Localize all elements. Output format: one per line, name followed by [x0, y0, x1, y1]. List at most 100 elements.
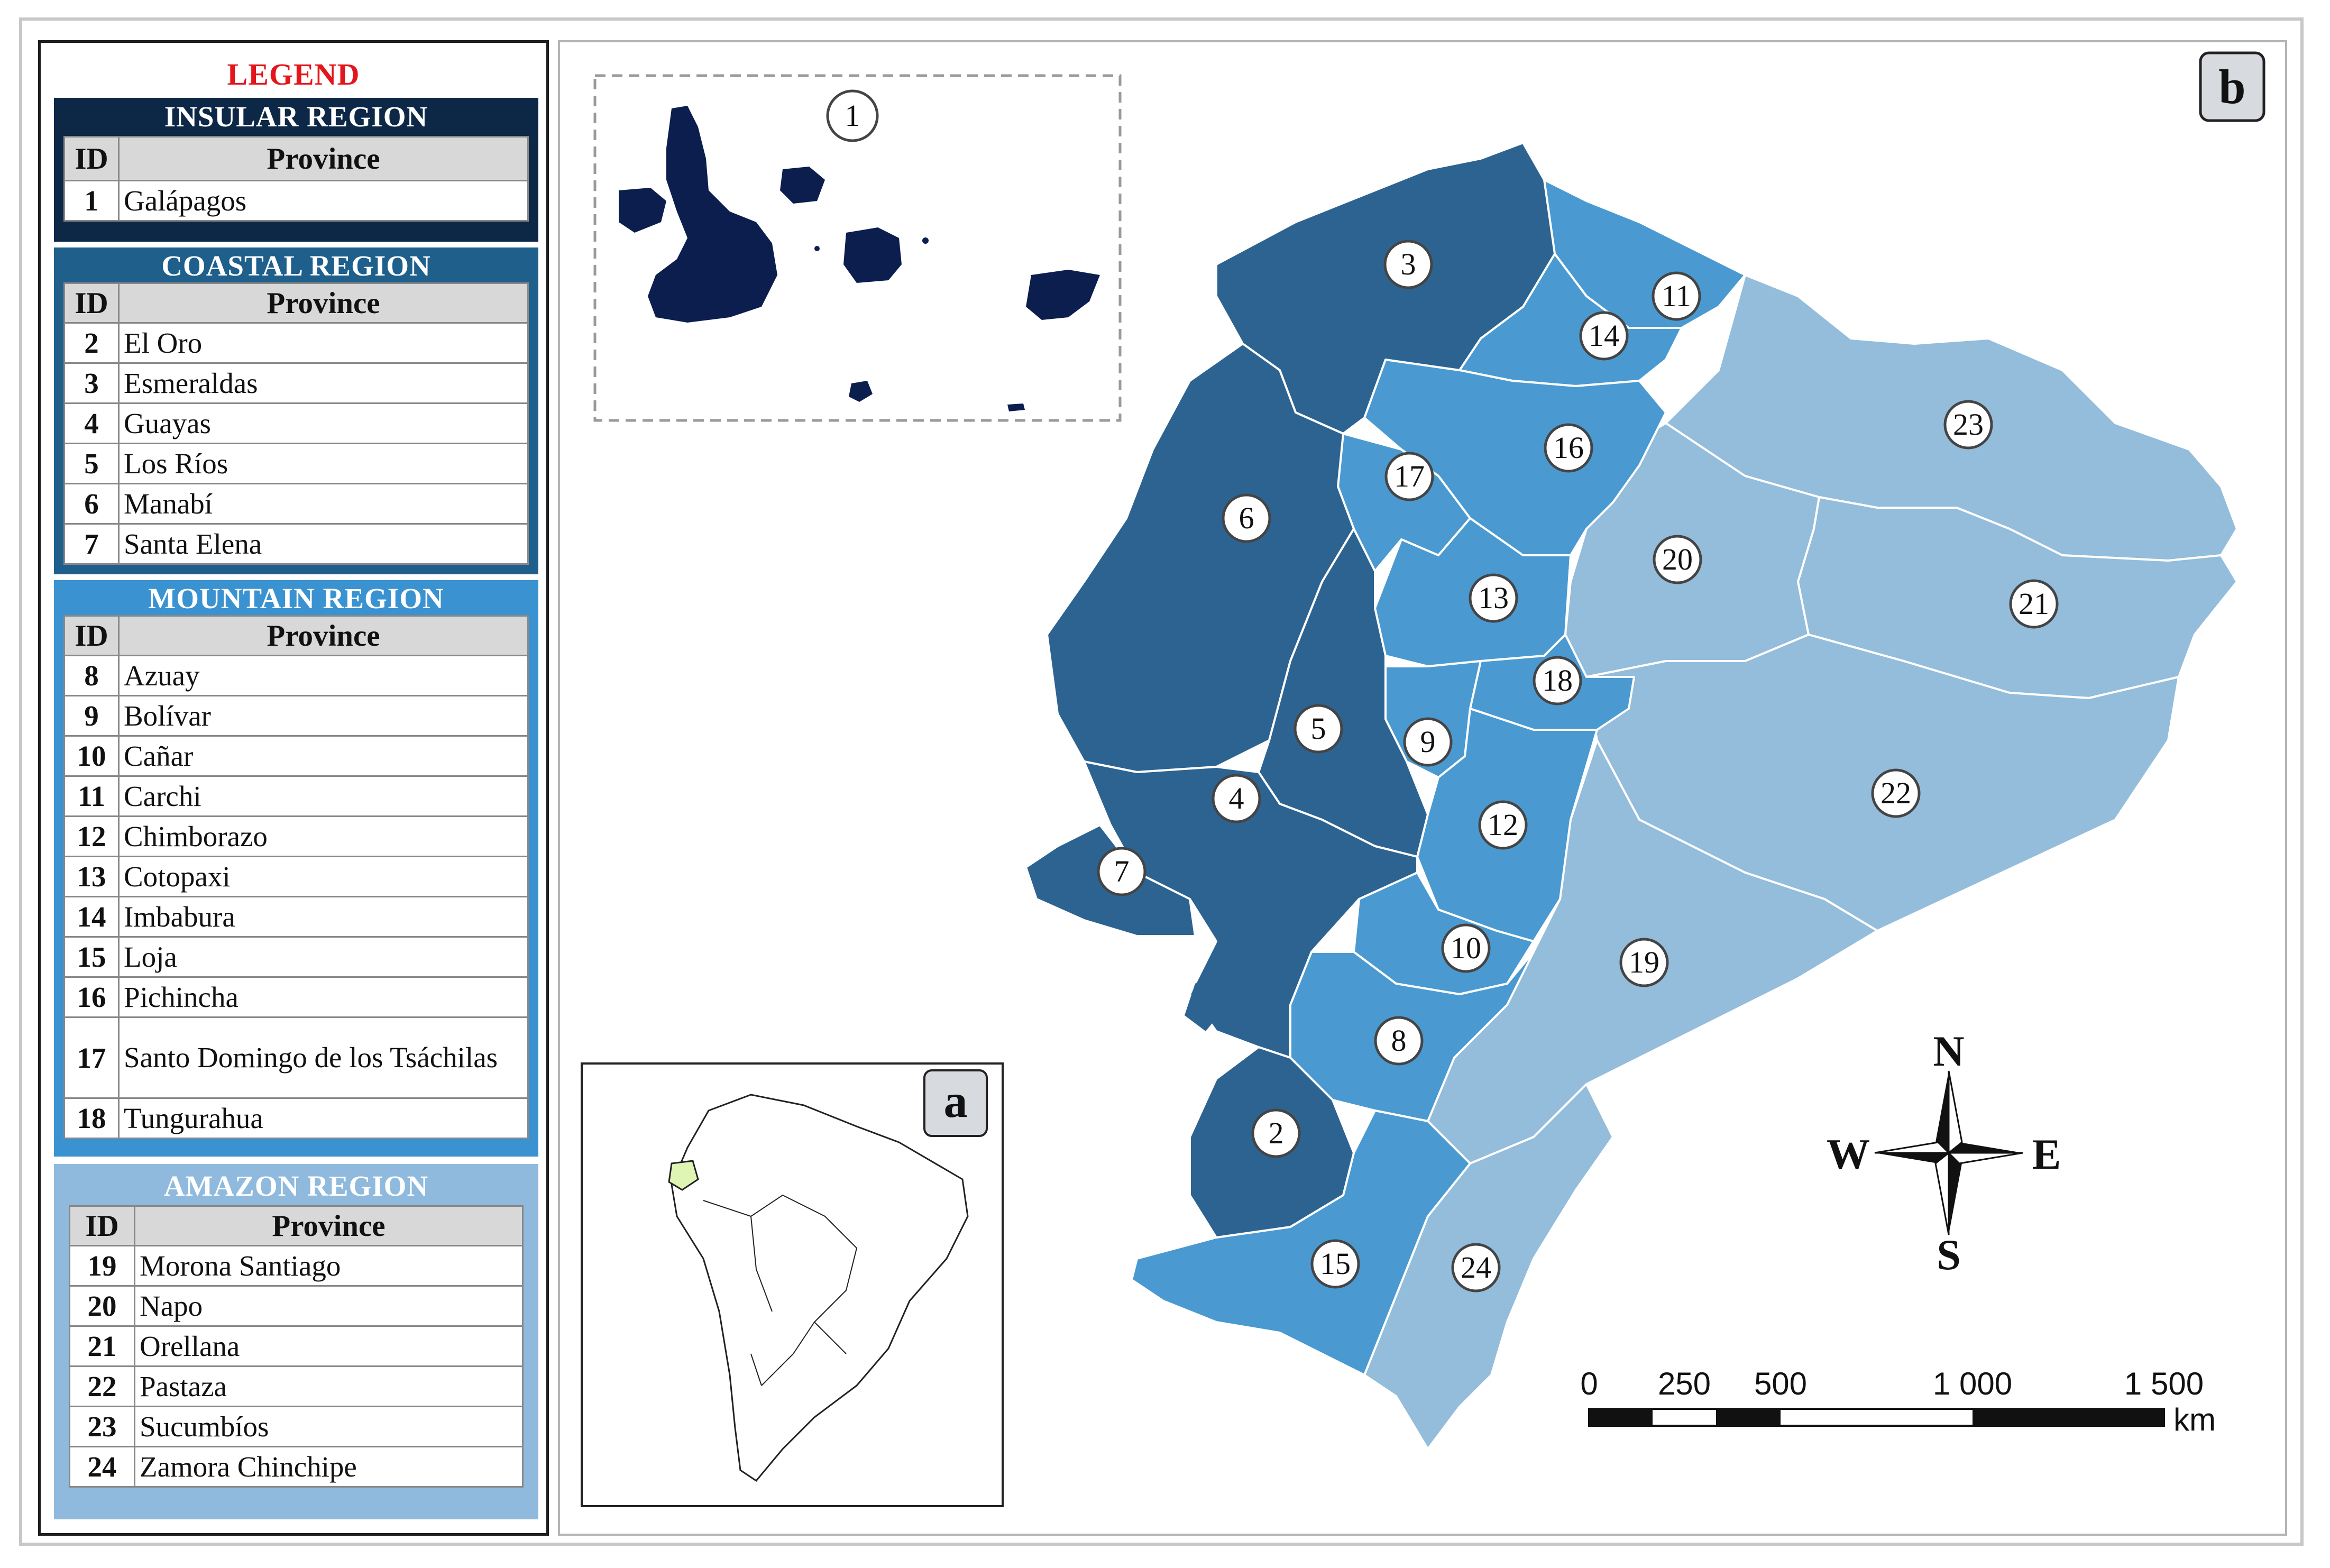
province-label-12: 12: [1488, 808, 1518, 842]
province-badge-17: [1384, 452, 1434, 501]
scale-tick-1000: 1 000: [1933, 1366, 2012, 1401]
compass-rose: N S E W: [1827, 1027, 2061, 1279]
map-panel: 1: [558, 40, 2287, 1536]
province-badge-5: [1294, 704, 1343, 754]
table-row: 6 Manabí: [63, 483, 529, 525]
coastal-table: ID Province 2 El Oro 3 Esmeraldas 4 Guayas 5…: [63, 282, 529, 565]
province-header: Province: [118, 136, 529, 181]
table-row: 18 Tungurahua: [63, 1097, 529, 1139]
scale-unit: km: [2173, 1402, 2216, 1437]
santiago-island: [780, 167, 825, 204]
amazon-table: ID Province 19 Morona Santiago 20 Napo 21 Or…: [69, 1205, 524, 1488]
panel-b-badge: [2199, 51, 2265, 122]
region-mountain-title: MOUNTAIN REGION: [148, 582, 444, 615]
province-badge-8: [1374, 1016, 1424, 1066]
table-row: 3 Esmeraldas: [63, 362, 529, 404]
isabela-island: [648, 106, 777, 323]
table-row: 5 Los Ríos: [63, 443, 529, 484]
table-row: 24 Zamora Chinchipe: [69, 1446, 524, 1488]
province-label-22: 22: [1880, 776, 1911, 810]
province-label-15: 15: [1320, 1246, 1351, 1281]
region-coastal-title: COASTAL REGION: [161, 250, 431, 282]
province-label-11: 11: [1662, 279, 1691, 313]
legend-title: LEGEND: [227, 57, 360, 91]
table-row: 9 Bolívar: [63, 695, 529, 737]
compass-e: E: [2032, 1130, 2061, 1178]
province-label-1: 1: [845, 98, 860, 133]
province-badge-23: [1943, 400, 1993, 450]
table-row: 20 Napo: [69, 1285, 524, 1327]
province-label-7: 7: [1114, 854, 1130, 888]
province-guayas: [1083, 760, 1418, 1059]
scale-tick-1500: 1 500: [2124, 1366, 2204, 1401]
province-label-4: 4: [1229, 781, 1244, 815]
table-row: 1 Galápagos: [63, 180, 529, 222]
province-label-24: 24: [1461, 1250, 1491, 1285]
table-row: 15 Loja: [63, 936, 529, 978]
province-label-18: 18: [1542, 663, 1573, 698]
province-badge-18: [1533, 656, 1582, 705]
province-label-9: 9: [1420, 725, 1436, 759]
table-row: 23 Sucumbíos: [69, 1406, 524, 1447]
table-row: 4 Guayas: [63, 402, 529, 444]
id-header: ID: [63, 136, 120, 181]
province-badge-22: [1871, 768, 1921, 818]
santa-cruz-island: [843, 227, 902, 283]
ecuador-map: 1: [581, 51, 2265, 1507]
region-coastal: COASTAL REGION ID Province 2 El Oro 3 Esmer…: [54, 247, 538, 574]
province-label-13: 13: [1478, 581, 1509, 615]
table-row: 14 Imbabura: [63, 896, 529, 938]
table-row: 22 Pastaza: [69, 1365, 524, 1407]
province-label-2: 2: [1269, 1116, 1284, 1150]
province-badge-15: [1310, 1239, 1360, 1289]
country-borders: [703, 1194, 858, 1386]
province-label-10: 10: [1451, 931, 1481, 965]
province-badge-19: [1619, 938, 1669, 987]
scale-tick-500: 500: [1754, 1366, 1807, 1401]
scale-tick-250: 250: [1658, 1366, 1711, 1401]
province-label-21: 21: [2019, 586, 2049, 621]
fernandina-island: [619, 188, 666, 233]
region-amazon-title: AMAZON REGION: [163, 1170, 429, 1202]
province-label-6: 6: [1239, 501, 1254, 535]
san-cristobal-island: [1026, 270, 1100, 320]
province-label-19: 19: [1629, 945, 1659, 979]
province-badge-2: [1251, 1108, 1301, 1158]
puna-island: [1185, 973, 1227, 1031]
compass-n: N: [1933, 1027, 1964, 1075]
region-amazon: AMAZON REGION ID Province 19 Morona Santia…: [54, 1164, 538, 1519]
province-badge-1: [826, 89, 879, 142]
province-label-17: 17: [1394, 459, 1425, 493]
province-badge-9: [1403, 717, 1453, 767]
scale-bar: 0 250 500 1 000 1 500 km: [1580, 1366, 2216, 1437]
province-badge-13: [1469, 573, 1518, 623]
table-row: 7 Santa Elena: [63, 523, 529, 565]
mainland-provinces: [1025, 142, 2238, 1450]
province-badge-11: [1652, 271, 1701, 321]
table-row: 8 Azuay: [63, 655, 529, 696]
province-badge-21: [2009, 579, 2059, 629]
floreana-island: [849, 381, 873, 402]
province-label-14: 14: [1589, 318, 1619, 353]
province-label-20: 20: [1662, 542, 1693, 576]
table-row: 21 Orellana: [69, 1325, 524, 1367]
espanola-island: [1007, 404, 1025, 411]
region-mountain: MOUNTAIN REGION ID Province 8 Azuay 9 Bolív…: [54, 580, 538, 1157]
province-label-16: 16: [1553, 430, 1584, 465]
province-badge-14: [1579, 311, 1629, 361]
table-row: 12 Chimborazo: [63, 815, 529, 857]
province-label-3: 3: [1401, 247, 1416, 281]
province-label-8: 8: [1391, 1023, 1407, 1058]
table-row: 16 Pichincha: [63, 976, 529, 1018]
south-america-outline: [671, 1094, 969, 1482]
table-row: 17 Santo Domingo de los Tsáchilas: [63, 1016, 529, 1099]
table-row: 10 Cañar: [63, 735, 529, 777]
panel-b-label: b: [2218, 60, 2245, 114]
province-badge-7: [1097, 847, 1146, 896]
mountain-table: ID Province 8 Azuay 9 Bolívar 10 Cañar 11 Car…: [63, 615, 529, 1139]
compass-s: S: [1937, 1231, 1961, 1279]
compass-w: W: [1827, 1130, 1870, 1178]
table-row: 11 Carchi: [63, 775, 529, 817]
ecuador-highlight: [668, 1160, 699, 1191]
